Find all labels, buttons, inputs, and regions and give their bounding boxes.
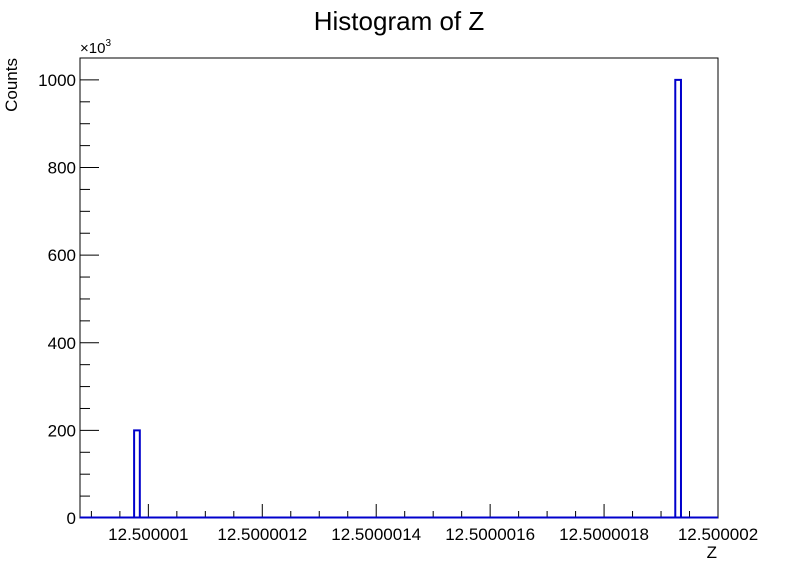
y-axis-multiplier: ×103 [80,38,111,57]
x-tick-label: 12.500001 [108,525,188,544]
x-tick-label: 12.5000012 [217,525,307,544]
histogram-bars [80,78,718,519]
chart-title: Histogram of Z [314,6,485,36]
y-tick-label: 200 [48,421,76,440]
x-tick-label: 12.500002 [678,525,758,544]
axes: 12.500001 12.5000012 12.5000014 12.5000016 1… [38,57,758,544]
histogram-bin [674,78,682,518]
y-tick-label: 0 [67,509,76,528]
y-axis-multiplier-base: ×10 [80,40,105,57]
y-axis-label: Counts [2,58,21,112]
y-tick-label: 800 [48,159,76,178]
x-tick-label: 12.5000016 [445,525,535,544]
y-tick-label: 600 [48,246,76,265]
x-tick-label: 12.5000014 [331,525,421,544]
y-axis-multiplier-exponent: 3 [105,38,111,49]
histogram-bin [133,429,141,518]
x-axis-label: Z [707,543,717,562]
y-tick-label: 1000 [38,71,76,90]
y-tick-label: 400 [48,334,76,353]
x-tick-label: 12.5000018 [559,525,649,544]
plot-frame [79,57,719,519]
